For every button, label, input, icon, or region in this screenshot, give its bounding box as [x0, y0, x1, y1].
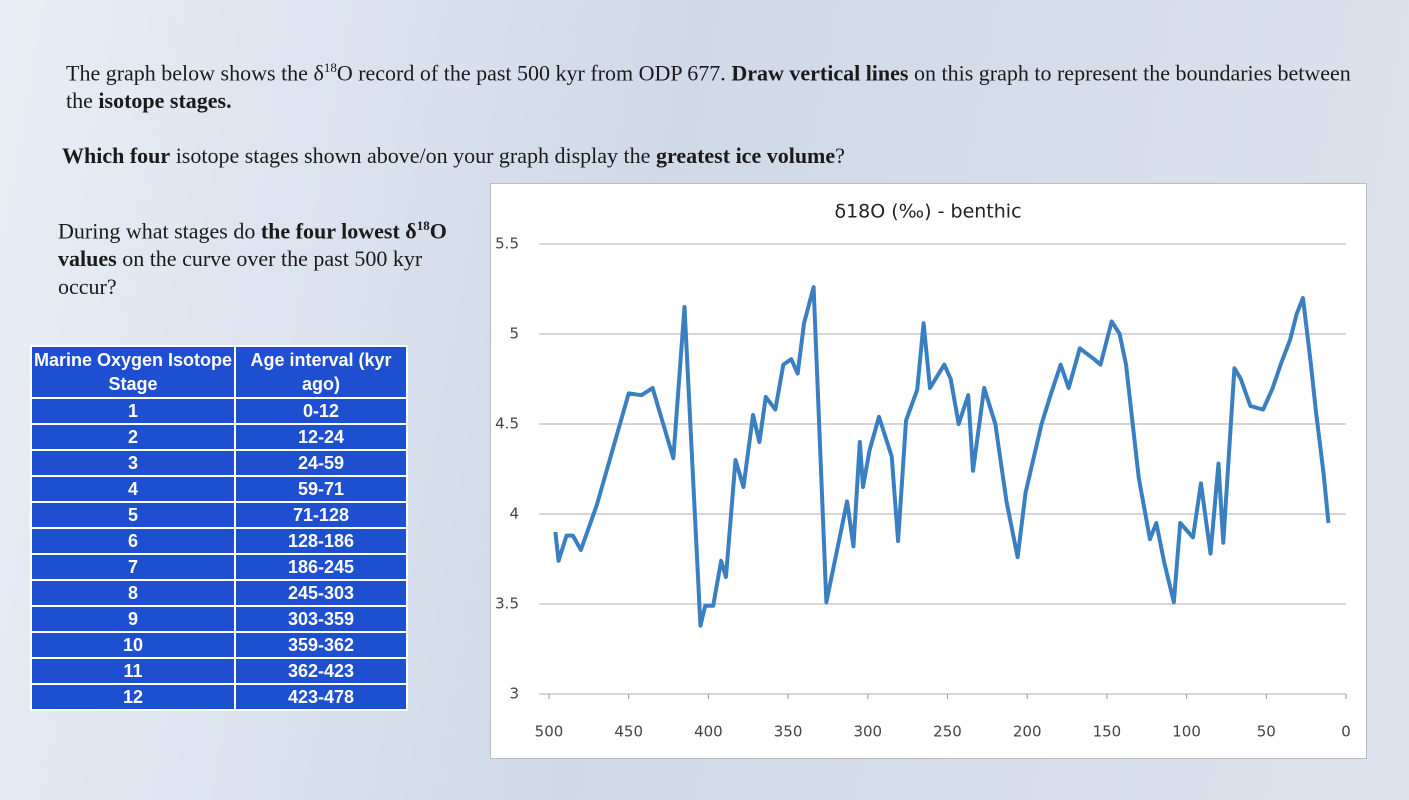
- header-cell: Marine Oxygen Isotope Stage: [30, 345, 236, 399]
- text-run: greatest ice volume: [655, 143, 836, 168]
- question: Which four isotope stages shown above/on…: [62, 142, 1062, 170]
- table-cell: 12-24: [234, 423, 408, 451]
- x-tick-label: 300: [853, 723, 882, 741]
- text-run: O record of the past 500 kyr from ODP 67…: [336, 60, 732, 86]
- table-cell: 1: [30, 397, 236, 425]
- x-tick-label: 500: [535, 723, 564, 741]
- table-row: 4 59-71: [30, 475, 408, 503]
- x-tick-label: 450: [614, 723, 643, 741]
- header-row: Marine Oxygen Isotope Stage Age interval …: [30, 345, 408, 399]
- table-cell: 11: [30, 657, 236, 685]
- table-cell: 0-12: [234, 397, 408, 425]
- table-row: 11 362-423: [30, 657, 408, 685]
- y-tick-label: 4: [509, 505, 519, 523]
- table-cell: 362-423: [234, 657, 408, 685]
- text-run: During what stages do: [58, 218, 261, 244]
- table-cell: 4: [30, 475, 236, 503]
- table-cell: 7: [30, 553, 236, 581]
- table-cell: 359-362: [234, 631, 408, 659]
- data-line: [553, 285, 1331, 628]
- text-run: the four lowest δ: [260, 218, 417, 244]
- text-run: The graph below shows the δ: [66, 60, 324, 86]
- x-tick-label: 400: [694, 723, 723, 741]
- chart-title: δ18O (‰) - benthic: [834, 201, 1021, 223]
- text-run: Draw vertical lines: [731, 60, 909, 86]
- question: During what stages do the four lowest δ1…: [58, 212, 483, 301]
- y-tick-label: 4.5: [495, 415, 519, 433]
- table-cell: 6: [30, 527, 236, 555]
- table-row: 9 303-359: [30, 605, 408, 633]
- table-cell: 423-478: [234, 683, 408, 711]
- x-tick-label: 50: [1257, 723, 1276, 741]
- stage-table: Marine Oxygen Isotope Stage Age interval …: [30, 345, 408, 711]
- text-run: on the curve over the past 500 kyr occur…: [58, 246, 423, 300]
- table-cell: 5: [30, 501, 236, 529]
- table-row: 1 0-12: [30, 397, 408, 425]
- x-tick-label: 250: [933, 723, 962, 741]
- table-cell: 128-186: [234, 527, 408, 555]
- table-cell: 245-303: [234, 579, 408, 607]
- table-cell: 3: [30, 449, 236, 477]
- table-row: 6 128-186: [30, 527, 408, 555]
- table-row: 8 245-303: [30, 579, 408, 607]
- header-cell: Age interval (kyr ago): [234, 345, 408, 399]
- table-row: 2 12-24: [30, 423, 408, 451]
- table-cell: 303-359: [234, 605, 408, 633]
- text-run: ?: [835, 143, 845, 168]
- table-cell: 59-71: [234, 475, 408, 503]
- x-tick-label: 200: [1013, 723, 1042, 741]
- text-run: 18: [323, 60, 337, 75]
- y-tick-label: 3.5: [495, 595, 519, 613]
- text-run: Which four: [62, 143, 171, 168]
- y-tick-label: 5: [509, 325, 519, 343]
- x-tick-label: 0: [1341, 723, 1351, 741]
- y-tick-label: 3: [509, 685, 519, 703]
- x-tick-label: 150: [1093, 723, 1122, 741]
- x-tick-label: 100: [1172, 723, 1201, 741]
- table-cell: 12: [30, 683, 236, 711]
- table-row: 5 71-128: [30, 501, 408, 529]
- table-row: 7 186-245: [30, 553, 408, 581]
- table-row: 10 359-362: [30, 631, 408, 659]
- table-cell: 10: [30, 631, 236, 659]
- text-run: 18: [416, 218, 430, 233]
- table-cell: 8: [30, 579, 236, 607]
- table-cell: 2: [30, 423, 236, 451]
- text-run: isotope stages.: [98, 88, 232, 114]
- table-cell: 186-245: [234, 553, 408, 581]
- x-tick-label: 350: [774, 723, 803, 741]
- table-row: 3 24-59: [30, 449, 408, 477]
- y-tick-label: 5.5: [495, 235, 519, 253]
- table-cell: 9: [30, 605, 236, 633]
- instruction: The graph below shows the δ18O record of…: [66, 54, 1356, 115]
- table-cell: 71-128: [234, 501, 408, 529]
- text-run: isotope stages shown above/on your graph…: [170, 143, 656, 168]
- table-row: 12 423-478: [30, 683, 408, 711]
- text-run: on this graph to represent the boundarie…: [66, 60, 1351, 114]
- table-cell: 24-59: [234, 449, 408, 477]
- text-run: O values: [58, 218, 447, 272]
